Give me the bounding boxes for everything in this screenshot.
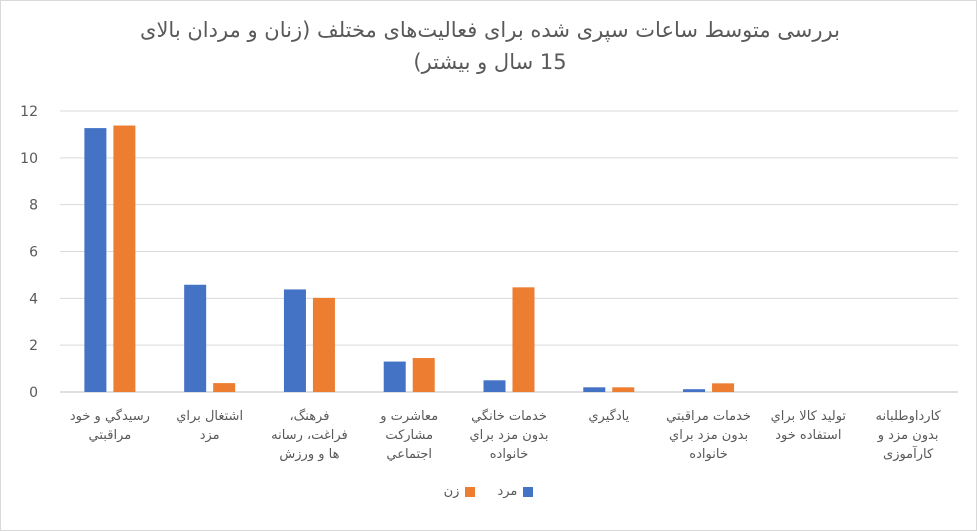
chart-title-line2: 15 سال و بیشتر) (413, 50, 567, 74)
category-label: رسیدگي و خود مراقبتي (70, 408, 150, 443)
y-tick-label: 6 (29, 245, 38, 261)
bar-women (412, 358, 435, 392)
bar-women (113, 125, 136, 392)
legend-label-women: زن (443, 484, 460, 499)
bar-men (383, 361, 406, 392)
legend-swatch-men (523, 486, 534, 497)
legend: مرد زن (0, 484, 977, 499)
bar-women (213, 383, 236, 392)
bar-men (184, 284, 207, 392)
category-label: يادگيري (588, 408, 629, 424)
legend-item-men: مرد (497, 484, 534, 499)
category-label: خدمات خانگي بدون مزد براي خانواده (469, 408, 548, 462)
category-label: معاشرت و مشاركت اجتماعي (379, 409, 438, 462)
chart-title: بررسی متوسط ساعات سپری شده برای فعالیت‌ه… (60, 14, 920, 78)
bar-men (583, 387, 606, 392)
chart-title-line1: بررسی متوسط ساعات سپری شده برای فعالیت‌ه… (140, 18, 840, 42)
y-tick-label: 0 (29, 385, 38, 401)
category-label: خدمات مراقبتي بدون مزد براي خانواده (666, 409, 751, 462)
bar-women (612, 387, 635, 392)
bar-men (84, 128, 107, 392)
category-label: اشتغال براي مزد (176, 409, 243, 443)
x-axis-categories: رسیدگي و خود مراقبتي اشتغال براي مزد فرهنگ، ف… (70, 408, 942, 462)
y-tick-label: 8 (29, 198, 38, 214)
bars (84, 125, 735, 392)
bar-women (712, 383, 735, 392)
y-axis-ticks: 0 2 4 6 8 10 12 (20, 104, 38, 401)
y-tick-label: 4 (29, 291, 38, 307)
bar-men (283, 289, 306, 392)
y-tick-label: 12 (20, 104, 38, 120)
category-label: توليد كالا براي استفاده خود (771, 409, 847, 443)
bar-women (312, 297, 335, 392)
y-tick-label: 10 (20, 151, 38, 167)
category-label: كارداوطلبانه بدون مزد و كارآموزی (875, 409, 941, 462)
legend-swatch-women (465, 486, 476, 497)
bar-men (483, 380, 506, 392)
bar-women (512, 287, 535, 392)
gridlines (60, 110, 958, 393)
category-label: فرهنگ، فراغت، رسانه ها و ورزش (271, 408, 348, 462)
bar-men (683, 389, 706, 392)
y-tick-label: 2 (29, 338, 38, 354)
legend-item-women: زن (444, 484, 476, 499)
legend-label-men: مرد (497, 484, 518, 499)
